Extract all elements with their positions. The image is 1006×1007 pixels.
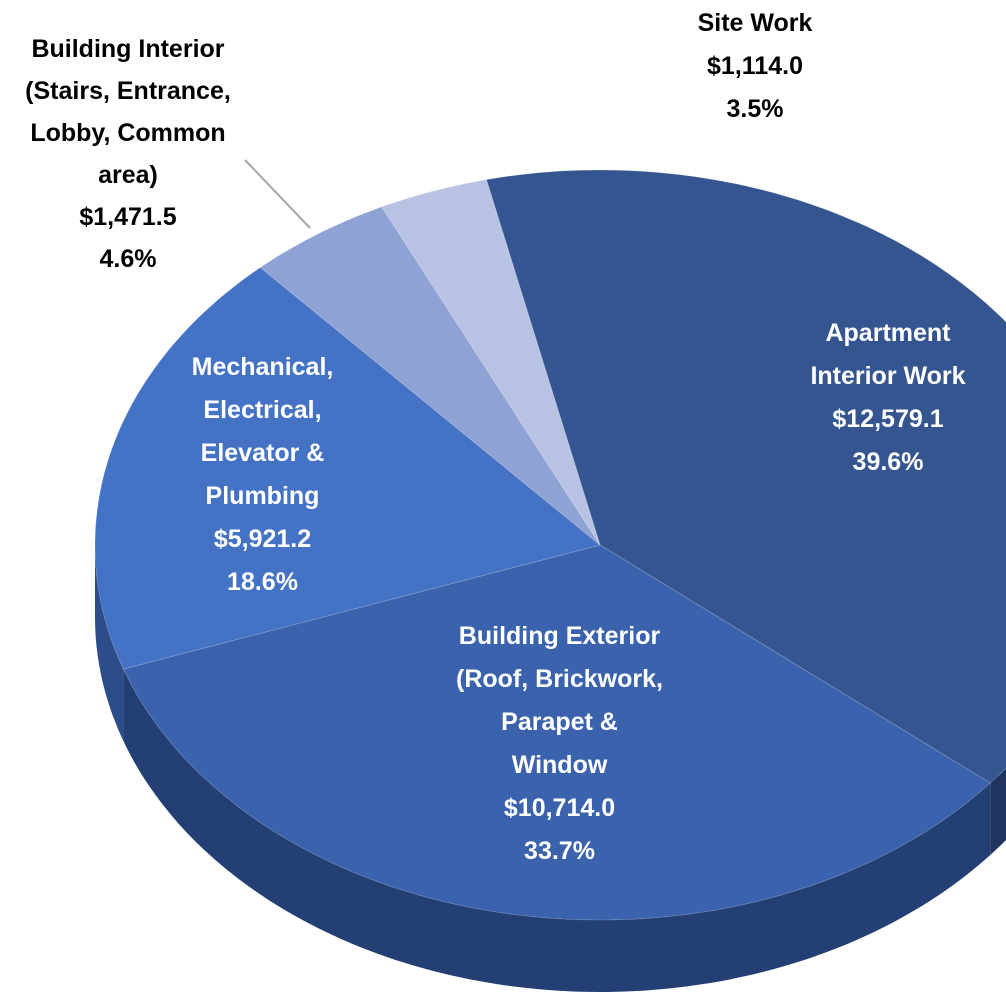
slice-label: Mechanical, Electrical, Elevator & Plumb… bbox=[160, 346, 365, 604]
value-label: $1,471.5 bbox=[79, 203, 177, 231]
value-label: $1,114.0 bbox=[707, 52, 803, 80]
value-label: $12,579.1 bbox=[832, 405, 944, 433]
category-label: Building Interior (Stairs, Entrance, Lob… bbox=[25, 35, 231, 189]
category-label: Site Work bbox=[697, 9, 813, 37]
leader-line bbox=[244, 159, 311, 229]
percent-label: 4.6% bbox=[99, 245, 157, 273]
percent-label: 33.7% bbox=[524, 837, 595, 865]
slice-side bbox=[95, 545, 124, 741]
slice-label: Site Work $1,114.0 3.5% bbox=[655, 2, 855, 131]
slice-side bbox=[123, 669, 991, 992]
slice bbox=[94, 266, 602, 670]
percent-label: 18.6% bbox=[227, 568, 298, 596]
slice bbox=[380, 179, 601, 546]
slice-label: Building Exterior (Roof, Brickwork, Para… bbox=[452, 615, 667, 873]
slice-label: Building Interior (Stairs, Entrance, Lob… bbox=[2, 28, 254, 280]
slice bbox=[259, 206, 601, 546]
slice bbox=[122, 544, 992, 921]
percent-label: 3.5% bbox=[726, 95, 784, 123]
category-label: Building Exterior (Roof, Brickwork, Para… bbox=[456, 622, 663, 779]
value-label: $10,714.0 bbox=[503, 794, 616, 822]
category-label: Apartment Interior Work bbox=[810, 319, 966, 390]
percent-label: 39.6% bbox=[852, 448, 924, 476]
category-label: Mechanical, Electrical, Elevator & Plumb… bbox=[191, 353, 334, 510]
slice-label: Apartment Interior Work $12,579.1 39.6% bbox=[788, 312, 988, 484]
slice bbox=[485, 169, 1006, 784]
slice-side bbox=[990, 768, 1006, 856]
value-label: $5,921.2 bbox=[213, 525, 312, 553]
